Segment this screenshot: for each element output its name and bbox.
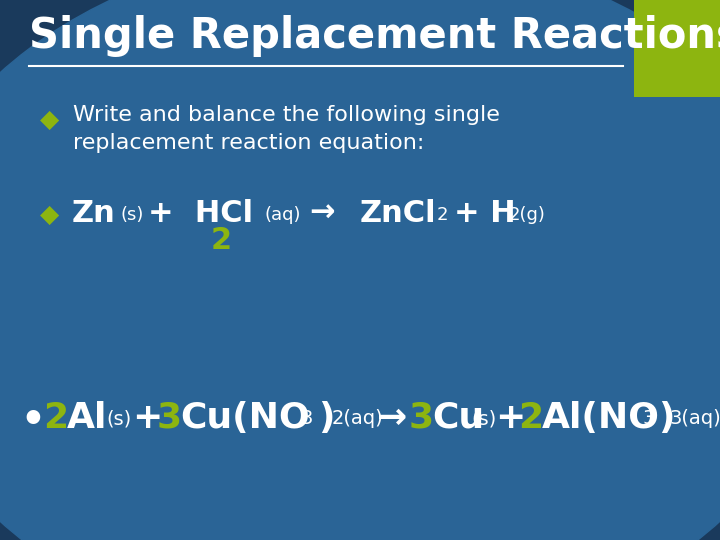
Text: Al: Al: [67, 401, 107, 435]
Text: →: →: [310, 199, 335, 228]
Text: 2: 2: [437, 206, 449, 224]
Text: 2: 2: [43, 401, 68, 435]
Text: ◆: ◆: [40, 202, 59, 226]
Text: (s): (s): [472, 409, 497, 428]
Text: 3: 3: [300, 409, 312, 428]
Text: + H: + H: [454, 199, 516, 228]
Text: +  HCl: + HCl: [148, 199, 253, 228]
Text: 2(aq): 2(aq): [331, 409, 383, 428]
Text: Write and balance the following single
replacement reaction equation:: Write and balance the following single r…: [73, 105, 500, 153]
Text: ZnCl: ZnCl: [360, 199, 436, 228]
Text: Al(NO: Al(NO: [541, 401, 660, 435]
Text: (aq): (aq): [265, 206, 302, 224]
Text: →: →: [377, 401, 407, 435]
Text: 2: 2: [518, 401, 544, 435]
Text: +: +: [132, 401, 162, 435]
Text: (s): (s): [107, 409, 132, 428]
Text: 3: 3: [157, 401, 182, 435]
Bar: [634, 0, 720, 97]
Text: Zn: Zn: [72, 199, 116, 228]
Text: (s): (s): [121, 206, 144, 224]
Text: Cu: Cu: [432, 401, 484, 435]
Text: Single Replacement Reactions: Single Replacement Reactions: [29, 15, 720, 57]
Text: 2(g): 2(g): [508, 206, 545, 224]
Text: 3(aq): 3(aq): [670, 409, 720, 428]
Text: +: +: [495, 401, 525, 435]
Text: Cu(NO: Cu(NO: [180, 401, 310, 435]
Text: ◆: ◆: [40, 108, 59, 132]
Text: 3: 3: [643, 409, 655, 428]
Text: •: •: [20, 401, 45, 438]
Text: 2: 2: [211, 226, 232, 255]
Text: 3: 3: [409, 401, 434, 435]
Text: ): ): [318, 401, 335, 435]
Text: ): ): [658, 401, 675, 435]
